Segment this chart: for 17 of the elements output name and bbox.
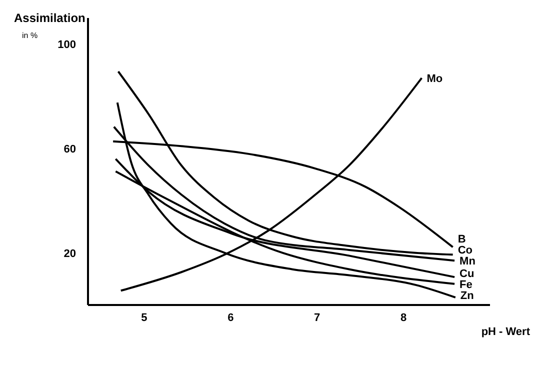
x-tick-label: 6 xyxy=(228,312,234,324)
y-axis-title: Assimilation xyxy=(14,11,86,25)
x-axis-title: pH - Wert xyxy=(481,326,530,338)
x-tick-label: 8 xyxy=(400,312,407,324)
text: in % xyxy=(22,31,38,40)
series-label: Fe xyxy=(460,278,472,291)
series-label: Mo xyxy=(426,73,443,86)
series-label: Zn xyxy=(460,290,474,302)
series-label: B xyxy=(458,234,466,246)
x-tick-label: 5 xyxy=(141,312,148,324)
series-label: Cu xyxy=(460,268,474,280)
y-tick-label: 100 xyxy=(58,39,76,52)
series-label: Mn xyxy=(460,256,476,268)
x-tick-label: 7 xyxy=(314,312,320,324)
y-tick-label: 20 xyxy=(64,248,76,260)
series-label: Co xyxy=(458,244,473,257)
y-tick-label: 60 xyxy=(64,143,76,156)
